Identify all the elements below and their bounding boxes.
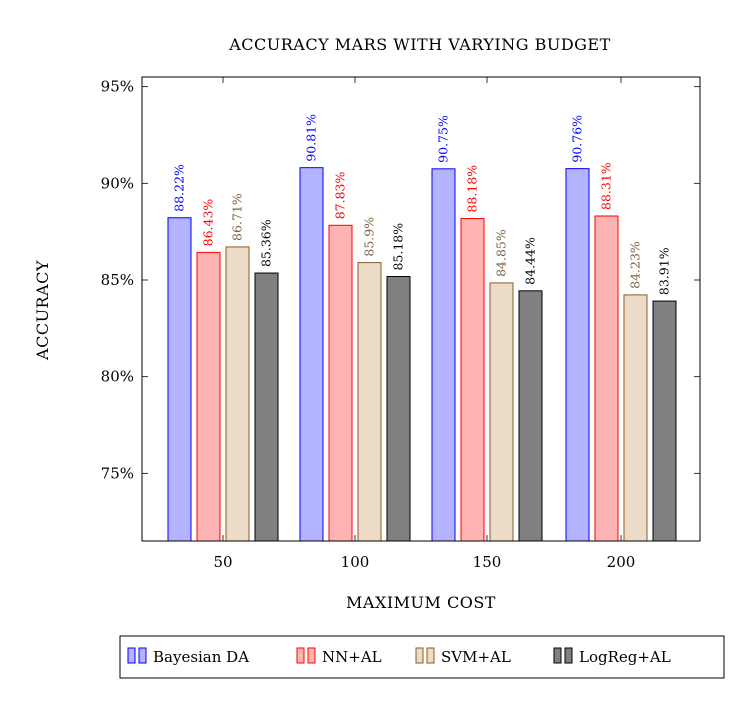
bar <box>299 167 324 542</box>
x-tick-label: 50 <box>213 553 232 571</box>
data-label: 86.71% <box>230 193 245 241</box>
legend-label: LogReg+AL <box>579 648 671 666</box>
bar <box>167 217 192 542</box>
data-label: 85.36% <box>259 219 274 267</box>
bar <box>386 276 411 542</box>
legend-swatch <box>415 647 424 664</box>
bar <box>594 215 619 542</box>
data-label: 84.23% <box>628 241 643 289</box>
y-tick-labels: 75% 80% 85% 90% 95% <box>101 78 134 483</box>
legend-swatch <box>553 647 562 664</box>
bar <box>489 282 514 542</box>
data-label: 88.31% <box>599 162 614 210</box>
legend-label: NN+AL <box>322 648 382 666</box>
bar <box>357 262 382 542</box>
legend-swatch <box>307 647 316 664</box>
data-label: 90.75% <box>436 115 451 163</box>
data-label: 84.44% <box>523 237 538 285</box>
data-label: 83.91% <box>657 247 672 295</box>
bar <box>254 272 279 542</box>
legend-swatch <box>564 647 573 664</box>
data-label: 87.83% <box>333 172 348 220</box>
data-label: 84.85% <box>494 229 509 277</box>
legend-swatch <box>426 647 435 664</box>
y-tick-label: 90% <box>101 174 134 192</box>
y-tick-label: 80% <box>101 368 134 386</box>
x-tick-labels: 50 100 150 200 <box>213 553 635 571</box>
y-tick-label: 85% <box>101 271 134 289</box>
bar <box>431 168 456 542</box>
y-axis-label: ACCURACY <box>33 260 52 361</box>
chart-title: ACCURACY MARS WITH VARYING BUDGET <box>228 35 611 54</box>
bar <box>460 218 485 542</box>
legend-swatch <box>296 647 305 664</box>
legend: Bayesian DA NN+AL SVM+AL LogReg+AL <box>119 635 725 679</box>
data-label: 88.22% <box>172 164 187 212</box>
data-label: 88.18% <box>465 165 480 213</box>
bar <box>652 300 677 542</box>
bar <box>225 246 250 542</box>
bar <box>623 294 648 542</box>
data-label: 85.18% <box>391 223 406 271</box>
y-tick-label: 75% <box>101 464 134 482</box>
x-axis-label: MAXIMUM COST <box>346 593 496 612</box>
plot-frame <box>141 76 701 542</box>
bar <box>196 251 221 542</box>
data-label: 85.9% <box>362 217 377 257</box>
x-tick-label: 200 <box>607 553 636 571</box>
bar <box>328 224 353 542</box>
x-tick-label: 100 <box>341 553 370 571</box>
bars <box>167 167 677 542</box>
y-tick-label: 95% <box>101 78 134 96</box>
tick-marks <box>142 77 700 541</box>
data-labels: 88.22% 86.43% 86.71% 85.36% 90.81% 87.83% 85.9… <box>172 114 672 295</box>
legend-label: Bayesian DA <box>153 648 249 666</box>
bar <box>565 168 590 542</box>
data-label: 86.43% <box>201 199 216 247</box>
legend-swatch <box>138 647 147 664</box>
x-tick-label: 150 <box>473 553 502 571</box>
data-label: 90.76% <box>570 115 585 163</box>
legend-label: SVM+AL <box>441 648 511 666</box>
legend-swatch <box>127 647 136 664</box>
data-label: 90.81% <box>304 114 319 162</box>
bar <box>518 290 543 542</box>
